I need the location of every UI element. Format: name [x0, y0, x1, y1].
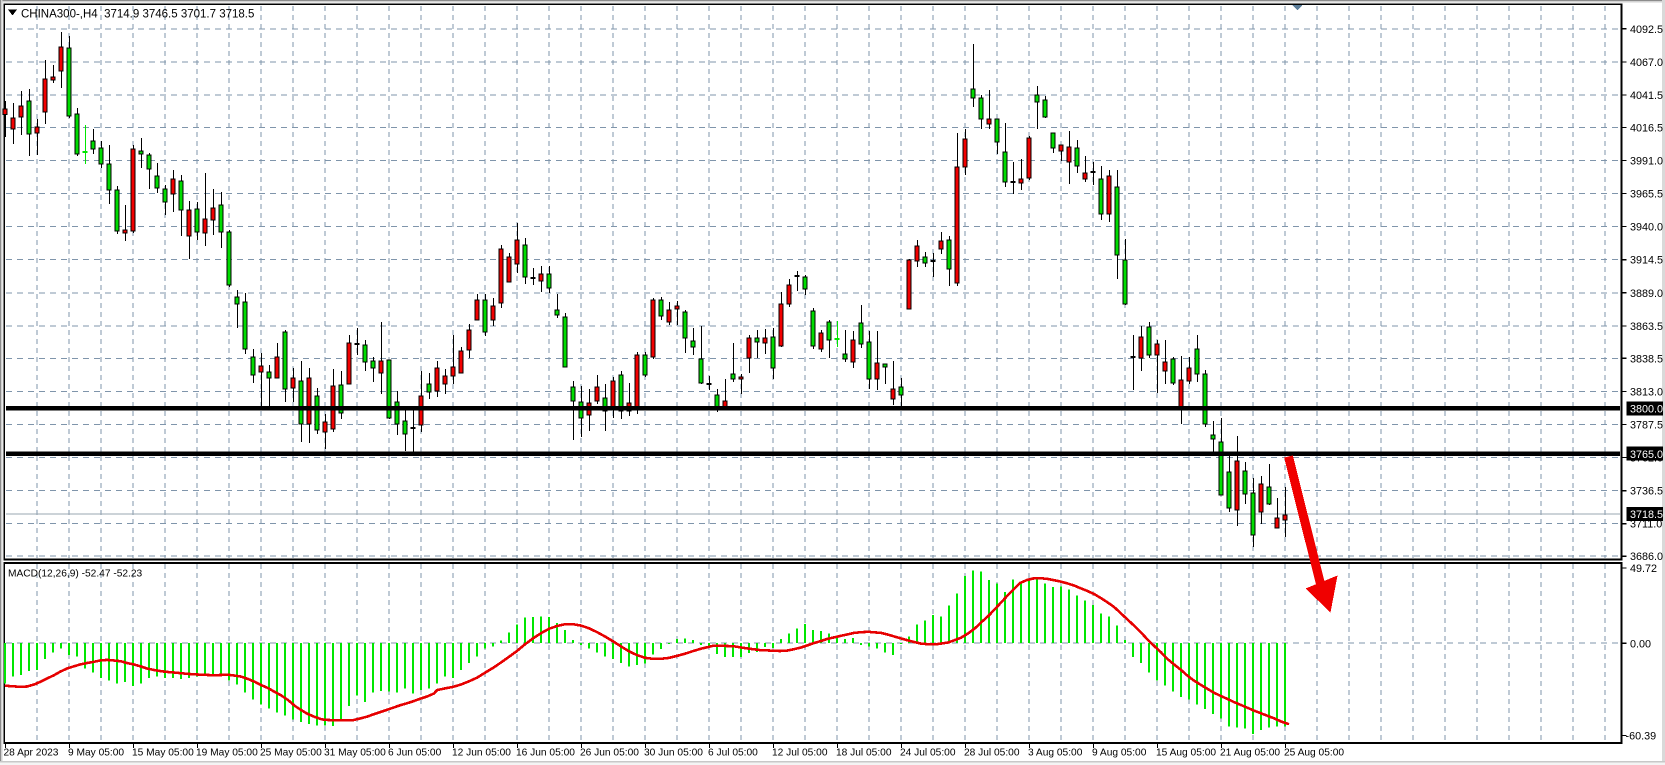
svg-text:25 May 05:00: 25 May 05:00 — [260, 748, 322, 759]
svg-text:12 Jun 05:00: 12 Jun 05:00 — [452, 748, 511, 759]
svg-text:3718.5: 3718.5 — [1630, 509, 1663, 521]
svg-text:MACD(12,26,9) -52.47 -52.23: MACD(12,26,9) -52.47 -52.23 — [8, 569, 143, 580]
svg-text:4067.0: 4067.0 — [1630, 57, 1663, 69]
svg-text:30 Jun 05:00: 30 Jun 05:00 — [644, 748, 703, 759]
svg-text:3813.0: 3813.0 — [1630, 386, 1663, 398]
svg-text:3889.0: 3889.0 — [1630, 288, 1663, 300]
svg-text:6 Jul 05:00: 6 Jul 05:00 — [708, 748, 758, 759]
svg-text:15 Aug 05:00: 15 Aug 05:00 — [1156, 748, 1216, 759]
svg-text:-60.39: -60.39 — [1626, 731, 1657, 743]
svg-text:3965.5: 3965.5 — [1630, 189, 1663, 201]
svg-text:28 Jul 05:00: 28 Jul 05:00 — [964, 748, 1020, 759]
svg-text:49.72: 49.72 — [1630, 563, 1657, 575]
svg-text:26 Jun 05:00: 26 Jun 05:00 — [580, 748, 639, 759]
svg-text:3800.0: 3800.0 — [1630, 404, 1663, 416]
svg-text:9 May 05:00: 9 May 05:00 — [68, 748, 124, 759]
svg-text:3711.0: 3711.0 — [1630, 519, 1662, 531]
svg-text:3838.5: 3838.5 — [1630, 353, 1663, 365]
svg-text:24 Jul 05:00: 24 Jul 05:00 — [900, 748, 956, 759]
svg-text:31 May 05:00: 31 May 05:00 — [324, 748, 386, 759]
svg-text:3991.0: 3991.0 — [1630, 156, 1663, 168]
svg-text:CHINA300-,H4 3714.9 3746.5 37: CHINA300-,H4 3714.9 3746.5 3701.7 3718.5 — [21, 9, 254, 21]
svg-text:18 Jul 05:00: 18 Jul 05:00 — [836, 748, 892, 759]
svg-text:15 May 05:00: 15 May 05:00 — [132, 748, 194, 759]
svg-text:3863.5: 3863.5 — [1630, 321, 1663, 333]
svg-text:28 Apr 2023: 28 Apr 2023 — [4, 748, 59, 759]
svg-text:21 Aug 05:00: 21 Aug 05:00 — [1220, 748, 1280, 759]
svg-text:12 Jul 05:00: 12 Jul 05:00 — [772, 748, 828, 759]
svg-text:3940.0: 3940.0 — [1630, 222, 1663, 234]
svg-text:3787.5: 3787.5 — [1630, 420, 1663, 432]
svg-text:6 Jun 05:00: 6 Jun 05:00 — [388, 748, 442, 759]
svg-text:3 Aug 05:00: 3 Aug 05:00 — [1028, 748, 1083, 759]
svg-text:19 May 05:00: 19 May 05:00 — [196, 748, 258, 759]
svg-text:3736.5: 3736.5 — [1630, 486, 1663, 498]
svg-text:4016.5: 4016.5 — [1630, 122, 1663, 134]
svg-text:3914.5: 3914.5 — [1630, 255, 1663, 267]
svg-text:3765.0: 3765.0 — [1630, 449, 1663, 461]
svg-text:25 Aug 05:00: 25 Aug 05:00 — [1284, 748, 1344, 759]
svg-text:9 Aug 05:00: 9 Aug 05:00 — [1092, 748, 1147, 759]
svg-text:3686.0: 3686.0 — [1630, 551, 1663, 563]
svg-text:4041.5: 4041.5 — [1630, 90, 1663, 102]
svg-text:0.00: 0.00 — [1630, 638, 1651, 650]
svg-text:4092.5: 4092.5 — [1630, 24, 1663, 36]
svg-text:16 Jun 05:00: 16 Jun 05:00 — [516, 748, 575, 759]
